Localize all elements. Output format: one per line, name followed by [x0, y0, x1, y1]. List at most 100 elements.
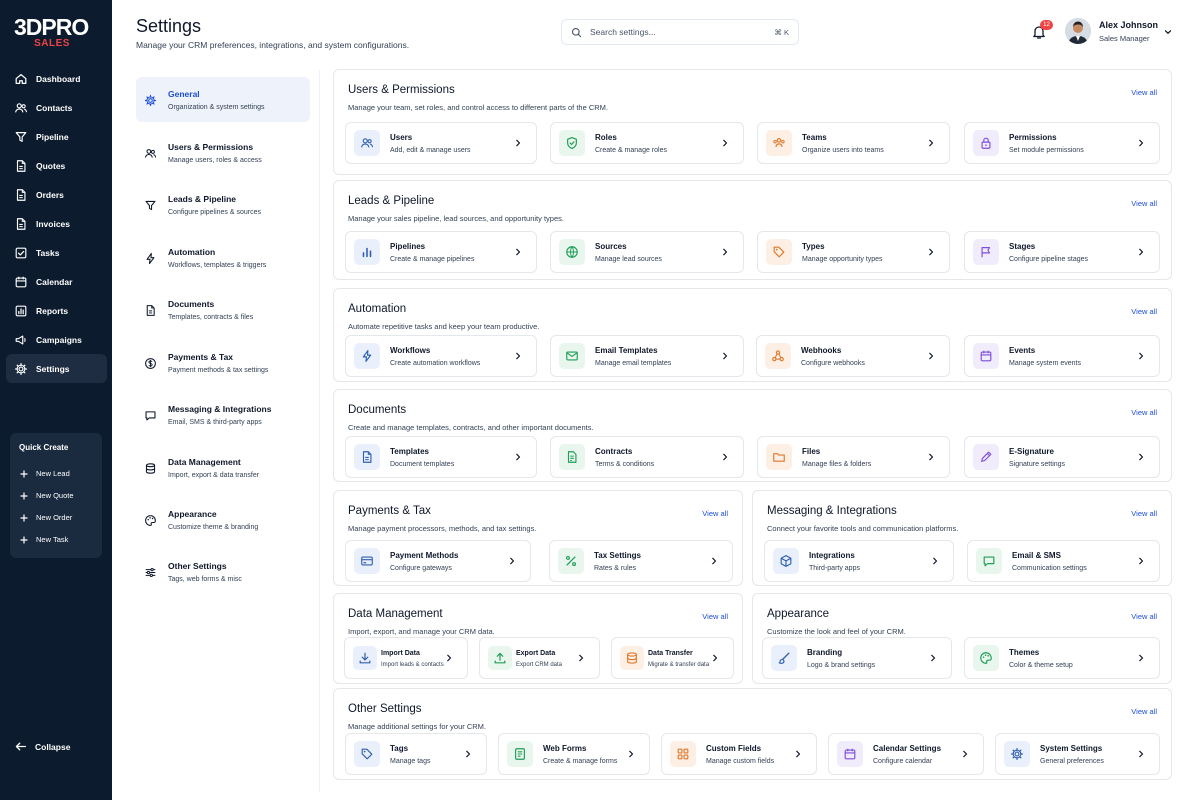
card-icon-bg [559, 130, 585, 156]
chevron-right-icon [1139, 139, 1144, 147]
settings-card-files[interactable]: Files Manage files & folders [757, 436, 950, 478]
sidebar-item-reports[interactable]: Reports [6, 296, 107, 325]
section-title: Payments & Tax [348, 505, 431, 517]
view-all-link[interactable]: View all [1131, 408, 1157, 417]
funnel-icon [145, 200, 156, 211]
card-subtitle: Document templates [390, 461, 455, 468]
globe-icon [566, 246, 578, 258]
sidebar-item-label: Tasks [36, 247, 60, 258]
plus-icon [20, 535, 28, 544]
search-input[interactable]: Search settings... ⌘ K [561, 19, 799, 45]
sidebar-item-orders[interactable]: Orders [6, 180, 107, 209]
sidebar-item-calendar[interactable]: Calendar [6, 267, 107, 296]
settings-card-data-transfer[interactable]: Data Transfer Migrate & transfer data [611, 637, 734, 679]
card-icon-bg [507, 741, 533, 767]
settings-nav-item[interactable]: Documents Templates, contracts & files [136, 287, 310, 332]
quick-create-item[interactable]: New Task [20, 535, 68, 544]
sidebar-item-pipeline[interactable]: Pipeline [6, 122, 107, 151]
settings-card-webhooks[interactable]: Webhooks Configure webhooks [756, 335, 950, 377]
settings-card-templates[interactable]: Templates Document templates [345, 436, 537, 478]
chevron-right-icon [929, 453, 934, 461]
view-all-link[interactable]: View all [702, 612, 728, 621]
settings-nav-item[interactable]: Users & Permissions Manage users, roles &… [136, 130, 310, 175]
view-all-link[interactable]: View all [1131, 509, 1157, 518]
settings-nav-item[interactable]: Data Management Import, export & data tra… [136, 445, 310, 490]
settings-nav-item[interactable]: General Organization & system settings [136, 77, 310, 122]
card-icon-bg [354, 741, 380, 767]
view-all-link[interactable]: View all [1131, 199, 1157, 208]
settings-nav-item[interactable]: Other Settings Tags, web forms & misc [136, 549, 310, 594]
settings-card-roles[interactable]: Roles Create & manage roles [550, 122, 744, 164]
settings-card-system-settings[interactable]: System Settings General preferences [995, 733, 1160, 775]
settings-card-permissions[interactable]: Permissions Set module permissions [964, 122, 1160, 164]
card-icon-bg [620, 646, 644, 670]
card-title: Import Data [381, 650, 420, 657]
settings-card-teams[interactable]: Teams Organize users into teams [757, 122, 950, 164]
user-name[interactable]: Alex Johnson [1099, 20, 1159, 30]
settings-nav-item[interactable]: Appearance Customize theme & branding [136, 497, 310, 542]
settings-card-workflows[interactable]: Workflows Create automation workflows [345, 335, 537, 377]
settings-card-web-forms[interactable]: Web Forms Create & manage forms [498, 733, 650, 775]
settings-card-tax-settings[interactable]: Tax Settings Rates & rules [549, 540, 733, 582]
sidebar-item-settings[interactable]: Settings [6, 354, 107, 383]
chevron-right-icon [1139, 557, 1144, 565]
settings-card-themes[interactable]: Themes Color & theme setup [964, 637, 1160, 679]
view-all-link[interactable]: View all [1131, 88, 1157, 97]
sidebar-item-contacts[interactable]: Contacts [6, 93, 107, 122]
settings-card-events[interactable]: Events Manage system events [964, 335, 1160, 377]
settings-card-types[interactable]: Types Manage opportunity types [757, 231, 950, 273]
settings-card-stages[interactable]: Stages Configure pipeline stages [964, 231, 1160, 273]
quick-create-item[interactable]: New Order [20, 513, 72, 522]
card-subtitle: Add, edit & manage users [390, 147, 471, 154]
chevron-down-icon[interactable] [1163, 27, 1173, 37]
chevron-right-icon [629, 750, 634, 758]
settings-nav-item[interactable]: Messaging & Integrations Email, SMS & thi… [136, 392, 310, 437]
settings-card-email-sms[interactable]: Email & SMS Communication settings [967, 540, 1160, 582]
brand-logo[interactable]: 3DPRO SALES [14, 16, 104, 50]
section-title: Leads & Pipeline [348, 195, 435, 207]
section-subtitle: Manage your team, set roles, and control… [348, 103, 608, 112]
sidebar-item-label: Calendar [36, 276, 73, 287]
collapse-button[interactable]: Collapse [14, 740, 70, 753]
settings-card-calendar-settings[interactable]: Calendar Settings Configure calendar [828, 733, 984, 775]
settings-card-tags[interactable]: Tags Manage tags [345, 733, 487, 775]
settings-nav-subtitle: Import, export & data transfer [168, 472, 260, 479]
settings-card-pipelines[interactable]: Pipelines Create & manage pipelines [345, 231, 537, 273]
view-all-link[interactable]: View all [1131, 612, 1157, 621]
settings-card-import-data[interactable]: Import Data Import leads & contacts [344, 637, 468, 679]
card-icon-bg [488, 646, 512, 670]
view-all-link[interactable]: View all [702, 509, 728, 518]
view-all-link[interactable]: View all [1131, 307, 1157, 316]
chevron-right-icon [516, 248, 521, 256]
settings-nav-item[interactable]: Leads & Pipeline Configure pipelines & so… [136, 182, 310, 227]
sidebar-item-quotes[interactable]: Quotes [6, 151, 107, 180]
section-messaging: Messaging & Integrations Connect your fav… [752, 490, 1172, 586]
view-all-link[interactable]: View all [1131, 707, 1157, 716]
sidebar-item-dashboard[interactable]: Dashboard [6, 64, 107, 93]
settings-card-contracts[interactable]: Contracts Terms & conditions [550, 436, 744, 478]
settings-card-sources[interactable]: Sources Manage lead sources [550, 231, 744, 273]
settings-card-e-signature[interactable]: E-Signature Signature settings [964, 436, 1160, 478]
settings-card-export-data[interactable]: Export Data Export CRM data [479, 637, 600, 679]
section-subtitle: Import, export, and manage your CRM data… [348, 627, 495, 636]
settings-card-integrations[interactable]: Integrations Third-party apps [764, 540, 954, 582]
users-icon [15, 102, 28, 112]
avatar[interactable] [1065, 18, 1091, 44]
settings-card-users[interactable]: Users Add, edit & manage users [345, 122, 537, 164]
sidebar-item-label: Quotes [36, 160, 66, 171]
settings-nav-item[interactable]: Payments & Tax Payment methods & tax sett… [136, 340, 310, 385]
quick-create-item[interactable]: New Lead [20, 469, 70, 478]
sidebar-item-invoices[interactable]: Invoices [6, 209, 107, 238]
sidebar-item-campaigns[interactable]: Campaigns [6, 325, 107, 354]
card-title: Sources [595, 242, 627, 251]
settings-card-payment-methods[interactable]: Payment Methods Configure gateways [345, 540, 531, 582]
sidebar-item-tasks[interactable]: Tasks [6, 238, 107, 267]
settings-card-branding[interactable]: Branding Logo & brand settings [762, 637, 952, 679]
card-title: E-Signature [1009, 447, 1054, 456]
settings-card-email-templates[interactable]: Email Templates Manage email templates [550, 335, 744, 377]
quick-create-item[interactable]: New Quote [20, 491, 74, 500]
grid-icon [677, 748, 689, 760]
settings-nav-item[interactable]: Automation Workflows, templates & trigger… [136, 235, 310, 280]
brand-sub: SALES [34, 38, 70, 49]
settings-card-custom-fields[interactable]: Custom Fields Manage custom fields [661, 733, 817, 775]
